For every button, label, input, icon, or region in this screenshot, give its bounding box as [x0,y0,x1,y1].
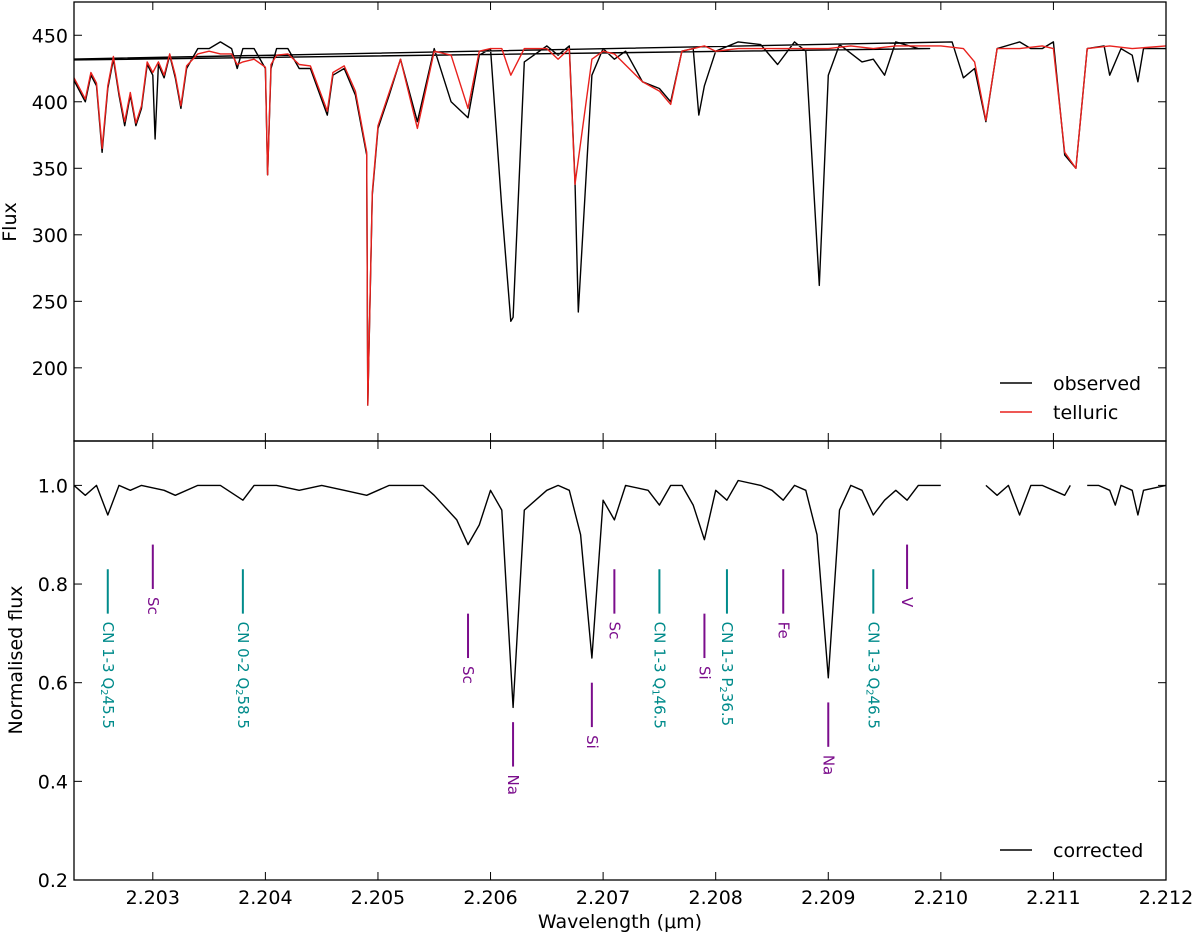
x-tick-label: 2.206 [463,887,517,909]
x-axis-label: Wavelength (μm) [538,911,702,933]
y-tick-label: 1.0 [38,475,68,497]
series-line-corrected [985,484,1071,516]
x-tick-label: 2.208 [688,887,742,909]
x-tick-label: 2.203 [126,887,180,909]
annotation-label: CN 1-3 Q146.5 [649,622,669,729]
annotation-label: Sc [460,666,478,684]
annotation-label: CN 1-3 Q246.5 [863,622,883,729]
y-tick-label: 0.8 [38,574,68,596]
axes-frame [73,440,1167,881]
annotation-label: Na [505,775,523,795]
x-tick-label: 2.209 [801,887,855,909]
y-tick-label: 0.6 [38,673,68,695]
legend-label: telluric [1053,402,1118,424]
annotation-label: Na [820,755,838,775]
annotation-label: Si [583,735,601,749]
top-y-axis-label: Flux [0,202,21,242]
x-tick-label: 2.204 [238,887,292,909]
annotation-label: Fe [775,622,793,639]
y-tick-label: 300 [32,225,68,247]
bottom-panel: 0.2 0.4 0.6 0.8 1.0 2.203 2.204 2.205 2.206 2.207… [38,440,1193,909]
plot-area [74,479,1166,709]
y-tick-label: 200 [32,358,68,380]
legend-label: corrected [1053,840,1143,862]
series-line-telluric [74,45,1166,406]
annotation-label: CN 1-3 P236.5 [717,622,737,727]
series-line-corrected [74,479,941,709]
annotation-label: Sc [606,622,624,640]
annotation-label: CN 1-3 Q245.5 [98,622,118,729]
plot-area [74,41,1166,406]
annotation-label: Sc [144,597,162,615]
y-tick-label: 450 [32,25,68,47]
y-tick-label: 400 [32,92,68,114]
y-tick-label: 350 [32,158,68,180]
annotation-label: CN 0-2 Q258.5 [233,622,253,729]
x-tick-label: 2.207 [576,887,630,909]
series-line-observed [74,41,1166,406]
legend-label: observed [1053,373,1141,395]
y-tick-label: 0.4 [38,771,68,793]
bottom-y-axis-label: Normalised flux [5,586,27,735]
annotation-label: V [899,597,917,608]
x-tick-label: 2.210 [914,887,968,909]
x-tick-label: 2.205 [351,887,405,909]
x-tick-label: 2.212 [1139,887,1193,909]
top-panel: 200 250 300 350 400 450 observed telluric [32,1,1167,442]
x-tick-label: 2.211 [1026,887,1080,909]
y-tick-label: 0.2 [38,870,68,892]
annotation-label: Si [696,666,714,680]
series-line-corrected [1087,484,1166,516]
y-tick-label: 250 [32,291,68,313]
